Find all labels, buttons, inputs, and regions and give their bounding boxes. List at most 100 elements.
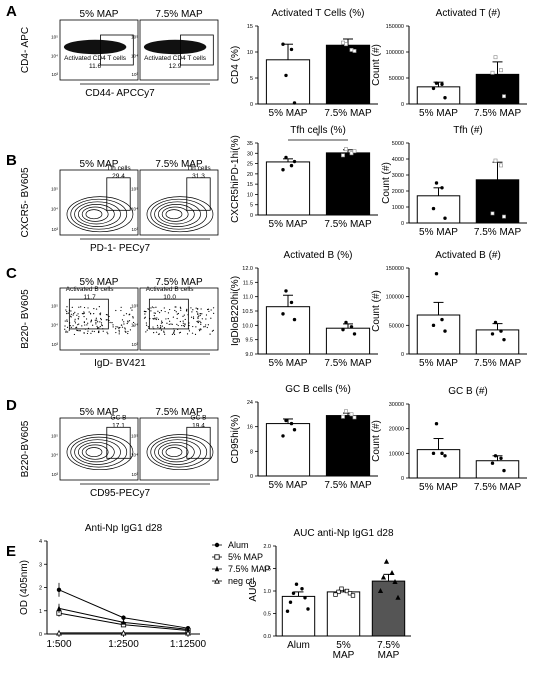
x-tick-label: 1:500 [46, 639, 71, 650]
data-point [431, 451, 436, 456]
data-point [431, 323, 436, 328]
data-point [490, 211, 495, 216]
event-dot [170, 323, 172, 325]
data-point [502, 468, 506, 473]
y-tick-label: 10.0 [242, 323, 253, 329]
event-dot [127, 321, 129, 323]
flow-xlabel: IgD- BV421 [94, 358, 146, 369]
event-dot [209, 333, 211, 335]
event-dot [157, 326, 159, 328]
x-tick-label: 7.5% [377, 640, 400, 651]
event-dot [89, 312, 92, 314]
flow-plot-frame [59, 287, 139, 351]
y-tick-label: 9.5 [245, 338, 253, 344]
event-dot [199, 330, 201, 332]
bar [416, 314, 461, 355]
event-dot [204, 326, 206, 328]
y-tick-label: 100000 [386, 295, 404, 301]
event-dot [163, 327, 166, 329]
data-point [440, 317, 444, 322]
chart-title: AUC anti-Np IgG1 d28 [293, 528, 393, 539]
contour-line [165, 447, 183, 458]
event-dot [197, 312, 199, 314]
event-dot [120, 306, 122, 308]
event-dot [92, 324, 94, 326]
y-tick-label: 0 [401, 221, 404, 227]
event-dot [98, 327, 100, 329]
event-dot [206, 326, 208, 329]
flow-tick: 10⁵ [131, 303, 138, 308]
event-dot [157, 318, 160, 320]
event-dot [178, 332, 181, 334]
event-dot [171, 323, 173, 325]
event-dot [167, 318, 169, 320]
event-dot [118, 331, 120, 333]
y-tick-label: 1 [39, 609, 42, 615]
contour-line [74, 439, 121, 465]
event-dot [86, 332, 89, 335]
event-dot [179, 320, 181, 323]
contour-line [85, 209, 103, 220]
event-dot [106, 331, 108, 333]
contour-line [66, 196, 134, 233]
gate-value: 19.4 [192, 422, 205, 429]
event-dot [87, 307, 89, 309]
event-dot [77, 313, 79, 315]
data-point [440, 186, 444, 190]
gate-name: GC B [191, 414, 207, 421]
contour-line [70, 198, 128, 230]
event-dot [164, 310, 166, 313]
event-dot [95, 317, 97, 319]
event-dot [200, 308, 202, 310]
event-dot [203, 326, 205, 328]
event-dot [151, 306, 154, 308]
data-point [289, 47, 294, 52]
data-point [336, 589, 341, 595]
event-dot [145, 331, 147, 333]
event-dot [188, 324, 190, 327]
event-dot [160, 322, 163, 324]
data-point [214, 542, 220, 548]
event-dot [161, 320, 163, 322]
event-dot [78, 306, 80, 308]
flow-tick: 10⁴ [51, 207, 58, 212]
event-dot [97, 321, 99, 323]
event-dot [176, 313, 178, 315]
data-point [281, 42, 285, 46]
event-dot [70, 310, 72, 312]
flow-tick: 10³ [51, 227, 58, 232]
event-dot [212, 329, 214, 331]
y-tick-label: 10.5 [242, 309, 253, 315]
data-point [284, 289, 288, 293]
y-label: CXCR5hiPD-1hi(%) [230, 135, 241, 223]
legend: Alum 5% MAP 7.5% MAP neg ctl [212, 540, 271, 586]
gate-value: 10.0 [163, 294, 176, 301]
event-dot [74, 320, 76, 322]
contour-line [146, 434, 214, 471]
event-dot [95, 323, 97, 325]
event-dot [99, 321, 101, 323]
y-label: Count (#) [371, 290, 382, 332]
event-dot [86, 324, 88, 326]
x-tick-label: 1:12500 [170, 639, 207, 650]
bar [265, 423, 311, 477]
event-dot [77, 329, 79, 332]
y-tick-label: 8 [250, 449, 253, 455]
chart-title: Activated B (%) [284, 250, 353, 261]
event-dot [66, 312, 68, 315]
chart-c1: Activated B (%) 9.0 9.5 10.0 10.5 11.0 11.5 12.… [230, 250, 378, 369]
data-point [300, 587, 304, 591]
flow-tick: 10³ [51, 472, 58, 477]
data-point [291, 591, 296, 595]
event-dot [100, 317, 102, 320]
bar [475, 329, 520, 355]
gate-box [106, 177, 131, 211]
data-point [502, 337, 506, 342]
flow-title: 5% MAP [80, 277, 119, 288]
event-dot [66, 310, 68, 313]
gate-value: 12.9 [169, 63, 182, 70]
y-tick-label: 35 [247, 141, 253, 147]
data-point [284, 418, 288, 423]
